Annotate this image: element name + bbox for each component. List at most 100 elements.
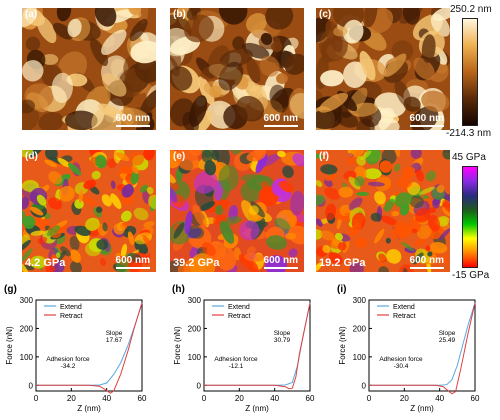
texture-blob [379,160,393,173]
modulus-value-f: 19.2 GPa [319,257,366,269]
y-tick-label: 100 [188,353,202,362]
texture-blob [83,179,96,190]
texture-blob [37,236,48,245]
y-tick-label: 0 [197,381,202,390]
y-tick-label: 200 [353,324,367,333]
texture-blob [102,222,108,232]
scale-line-c [409,125,444,127]
texture-blob [201,150,213,163]
texture-blob [243,252,265,262]
texture-blob [367,181,385,187]
panel-label-a: (a) [25,9,38,20]
texture-blob [417,225,432,240]
x-tick-label: 20 [235,394,244,403]
x-tick-label: 20 [400,394,409,403]
texture-blob [140,88,156,115]
texture-blob [170,187,178,203]
y-tick-label: 300 [20,296,34,305]
texture-blob [438,227,450,241]
texture-blob [127,231,135,246]
scale-bar-a: 600 nm [116,113,150,127]
texture-blob [48,171,63,185]
texture-blob [266,235,288,250]
texture-blob [129,18,148,42]
texture-blob [22,99,35,114]
texture-blob [395,177,413,189]
texture-blob [115,152,130,162]
texture-blob [56,8,72,22]
plot-frame [35,299,143,392]
texture-blob [400,241,415,252]
texture-blob [374,228,385,244]
texture-blob [288,225,304,245]
height-texture [22,8,156,130]
texture-blob [121,184,134,198]
texture-blob [324,187,340,200]
texture-blob [120,210,132,222]
texture-blob [316,262,322,272]
texture-blob [95,154,107,169]
x-tick-label: 0 [202,394,207,403]
modulus-map-f: (f) 19.2 GPa 600 nm [316,150,450,272]
y-tick-label: 300 [188,296,202,305]
texture-blob [22,60,44,82]
plot-frame [203,299,311,392]
texture-blob [138,268,145,272]
texture-blob [91,170,101,180]
texture-blob [44,159,58,168]
texture-blob [216,247,237,271]
texture-blob [409,195,424,208]
x-tick-label: 60 [138,394,147,403]
texture-blob [170,27,192,57]
texture-blob [442,191,450,202]
texture-blob [411,228,418,234]
texture-blob [48,197,63,210]
modulus-map-e: (e) 39.2 GPa 600 nm [170,150,304,272]
texture-blob [343,61,367,88]
texture-blob [142,189,150,205]
texture-blob [219,48,253,68]
height-image-b: (b) 600 nm [170,8,304,130]
scale-line-e [263,267,298,269]
texture-blob [170,172,177,184]
x-tick-label: 0 [367,394,372,403]
texture-blob [182,112,199,130]
texture-blob [282,165,294,178]
texture-blob [96,206,103,213]
texture-blob [348,176,361,190]
texture-blob [320,70,344,87]
texture-blob [316,109,342,130]
texture-blob [46,225,61,237]
texture-blob [142,235,152,247]
y-tick-label: 0 [362,381,367,390]
texture-blob [328,252,343,265]
texture-blob [171,183,179,191]
y-axis-label: Force (nN) [173,326,182,365]
texture-blob [349,261,364,272]
x-axis-label: Z (nm) [410,404,434,413]
texture-blob [25,36,41,51]
texture-blob [184,14,214,43]
adhesion-value: -30.4 [394,363,409,370]
texture-blob [101,29,127,56]
texture-blob [319,230,335,241]
texture-blob [265,8,294,30]
texture-blob [364,8,378,28]
texture-blob [346,155,358,166]
texture-blob [320,164,338,175]
texture-blob [350,102,378,117]
texture-blob [418,186,436,195]
height-image-a: (a) 600 nm [22,8,156,130]
texture-blob [214,150,230,167]
texture-blob [83,196,96,206]
texture-blob [394,163,401,172]
texture-blob [349,222,362,237]
texture-blob [318,92,348,113]
texture-blob [22,179,39,192]
texture-blob [284,232,297,240]
texture-blob [55,252,61,259]
texture-blob [97,103,127,121]
texture-blob [384,198,395,212]
texture-blob [378,253,387,263]
texture-blob [374,191,386,205]
